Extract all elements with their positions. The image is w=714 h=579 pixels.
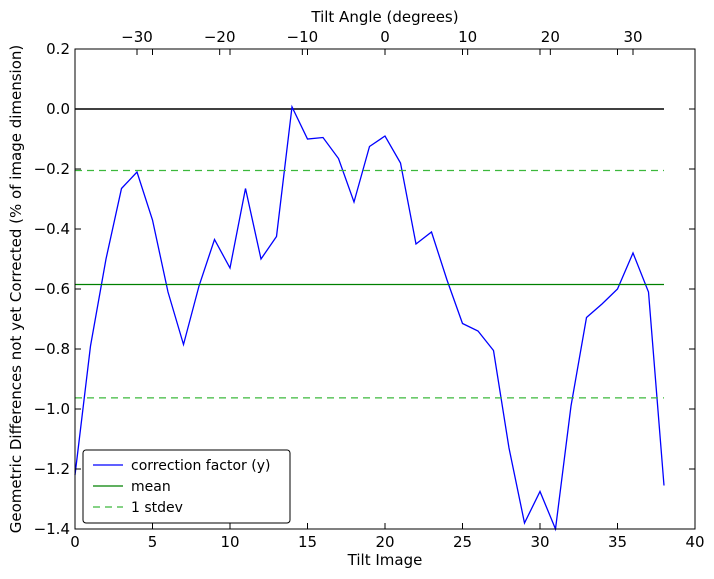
x-tick-label: 35 <box>608 533 627 551</box>
x-tick-label: 10 <box>220 533 239 551</box>
legend-label-correction-factor-y-: correction factor (y) <box>131 458 270 474</box>
x2-tick-label: 0 <box>380 28 390 46</box>
x-tick-label: 5 <box>148 533 158 551</box>
series-correction-factor-y--line <box>74 104 665 532</box>
y-tick-label: −0.6 <box>34 280 70 298</box>
x2-tick-label: −20 <box>204 28 236 46</box>
y-tick-label: −0.2 <box>34 160 70 178</box>
x2-tick-label: 30 <box>623 28 642 46</box>
x-tick-label: 20 <box>375 533 394 551</box>
y-tick-label: −1.2 <box>34 460 70 478</box>
tick-labels: 0 5 10 15 20 25 30 35 40 −30 −20 −10 0 10 20 30 0.2 0.0 −0… <box>34 28 705 551</box>
x-tick-label: 40 <box>685 533 704 551</box>
y-tick-label: −0.8 <box>34 340 70 358</box>
legend-box <box>82 449 291 524</box>
x2-tick-label: −30 <box>121 28 153 46</box>
plot-area <box>74 104 665 532</box>
x2-tick-label: 10 <box>458 28 477 46</box>
x-tick-label: 15 <box>298 533 317 551</box>
y-tick-label: 0.2 <box>46 40 70 58</box>
x2-tick-label: 20 <box>541 28 560 46</box>
x-tick-label: 0 <box>70 533 80 551</box>
top-axis-title: Tilt Angle (degrees) <box>310 8 458 26</box>
x-axis-title: Tilt Image <box>347 551 423 569</box>
y-axis-title: Geometric Differences not yet Corrected … <box>7 45 25 534</box>
y-tick-label: 0.0 <box>46 100 70 118</box>
x2-tick-label: −10 <box>287 28 319 46</box>
legend: correction factor (y) mean 1 stdev <box>82 449 291 524</box>
x-tick-label: 25 <box>453 533 472 551</box>
legend-entries: correction factor (y) mean 1 stdev <box>93 458 270 516</box>
y-tick-label: −1.4 <box>34 520 70 538</box>
x-tick-label: 30 <box>530 533 549 551</box>
y-tick-label: −1.0 <box>34 400 70 418</box>
y-tick-label: −0.4 <box>34 220 70 238</box>
legend-label-1-stdev: 1 stdev <box>131 500 183 516</box>
plot-frame <box>74 48 696 530</box>
legend-label-mean: mean <box>131 479 171 495</box>
